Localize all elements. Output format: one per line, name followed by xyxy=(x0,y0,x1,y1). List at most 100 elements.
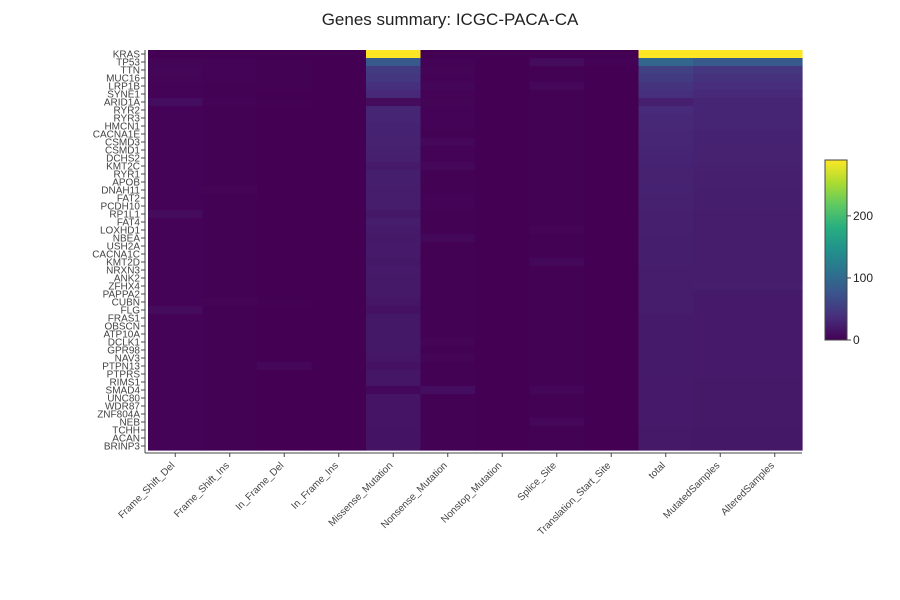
heatmap-cell xyxy=(747,194,803,203)
heatmap-cell xyxy=(257,98,313,107)
heatmap-cell xyxy=(148,370,204,379)
heatmap-cell xyxy=(202,122,258,131)
heatmap-cell xyxy=(529,122,585,131)
heatmap-cell xyxy=(366,282,422,291)
heatmap-cell xyxy=(366,370,422,379)
heatmap-cell xyxy=(420,298,476,307)
heatmap-cell xyxy=(366,362,422,371)
heatmap-cell xyxy=(693,162,749,171)
heatmap-cell xyxy=(366,186,422,195)
heatmap-cell xyxy=(584,282,640,291)
heatmap-cell xyxy=(693,154,749,163)
heatmap-cell xyxy=(366,178,422,187)
heatmap-cell xyxy=(311,298,367,307)
heatmap-cell xyxy=(420,186,476,195)
heatmap-cell xyxy=(257,258,313,267)
heatmap-cell xyxy=(148,386,204,395)
heatmap-cell xyxy=(257,170,313,179)
heatmap-cell xyxy=(148,226,204,235)
heatmap-cell xyxy=(366,338,422,347)
heatmap-cell xyxy=(638,338,694,347)
heatmap-cell xyxy=(747,50,803,59)
heatmap-cell xyxy=(311,274,367,283)
heatmap-cell xyxy=(475,258,531,267)
heatmap-cell xyxy=(693,98,749,107)
heatmap-cell xyxy=(311,146,367,155)
heatmap-cell xyxy=(202,338,258,347)
heatmap-cell xyxy=(529,330,585,339)
heatmap-cells xyxy=(148,50,803,451)
heatmap-cell xyxy=(420,266,476,275)
heatmap-cell xyxy=(747,314,803,323)
row-label: RIMS1 xyxy=(109,378,140,389)
heatmap-cell xyxy=(638,154,694,163)
heatmap-cell xyxy=(529,162,585,171)
heatmap-cell xyxy=(747,138,803,147)
heatmap-cell xyxy=(311,426,367,435)
heatmap-cell xyxy=(529,82,585,91)
heatmap-cell xyxy=(475,186,531,195)
heatmap-cell xyxy=(420,410,476,419)
heatmap-cell xyxy=(529,362,585,371)
heatmap-cell xyxy=(366,266,422,275)
heatmap-cell xyxy=(584,66,640,75)
heatmap-cell xyxy=(584,90,640,99)
heatmap-cell xyxy=(475,290,531,299)
heatmap-cell xyxy=(475,370,531,379)
heatmap-cell xyxy=(638,434,694,443)
heatmap-cell xyxy=(693,178,749,187)
heatmap-cell xyxy=(693,338,749,347)
heatmap-cell xyxy=(529,210,585,219)
heatmap-cell xyxy=(311,50,367,59)
heatmap-cell xyxy=(638,394,694,403)
heatmap-cell xyxy=(747,426,803,435)
heatmap-cell xyxy=(202,106,258,115)
heatmap-cell xyxy=(747,186,803,195)
heatmap-cell xyxy=(202,234,258,243)
heatmap-cell xyxy=(693,74,749,83)
column-label: In_Frame_Del xyxy=(234,460,287,513)
heatmap-cell xyxy=(475,402,531,411)
heatmap-cell xyxy=(148,346,204,355)
heatmap-cell xyxy=(366,130,422,139)
row-label: ACAN xyxy=(112,434,140,445)
heatmap-cell xyxy=(638,146,694,155)
heatmap-cell xyxy=(529,346,585,355)
heatmap-cell xyxy=(257,314,313,323)
heatmap-cell xyxy=(366,106,422,115)
heatmap-cell xyxy=(584,138,640,147)
heatmap-cell xyxy=(747,290,803,299)
heatmap-cell xyxy=(584,426,640,435)
heatmap-cell xyxy=(202,130,258,139)
heatmap-cell xyxy=(148,106,204,115)
heatmap-cell xyxy=(529,154,585,163)
row-label: RYR1 xyxy=(114,170,141,181)
heatmap-cell xyxy=(257,178,313,187)
heatmap-cell xyxy=(311,410,367,419)
heatmap-cell xyxy=(693,410,749,419)
heatmap-cell xyxy=(148,130,204,139)
heatmap-cell xyxy=(202,298,258,307)
heatmap-cell xyxy=(638,442,694,451)
heatmap-cell xyxy=(311,98,367,107)
colorbar-tick-label: 200 xyxy=(853,209,873,223)
heatmap-cell xyxy=(257,58,313,67)
heatmap-cell xyxy=(257,330,313,339)
heatmap-cell xyxy=(475,106,531,115)
heatmap-cell xyxy=(366,322,422,331)
heatmap-cell xyxy=(638,114,694,123)
heatmap-cell xyxy=(475,338,531,347)
heatmap-cell xyxy=(638,242,694,251)
heatmap-cell xyxy=(257,202,313,211)
heatmap-cell xyxy=(475,418,531,427)
heatmap-cell xyxy=(747,170,803,179)
heatmap-cell xyxy=(529,186,585,195)
heatmap-cell xyxy=(529,322,585,331)
heatmap-cell xyxy=(529,146,585,155)
heatmap-cell xyxy=(311,354,367,363)
heatmap-cell xyxy=(257,90,313,99)
heatmap-cell xyxy=(148,170,204,179)
heatmap-cell xyxy=(148,90,204,99)
heatmap-cell xyxy=(693,362,749,371)
heatmap-cell xyxy=(693,186,749,195)
